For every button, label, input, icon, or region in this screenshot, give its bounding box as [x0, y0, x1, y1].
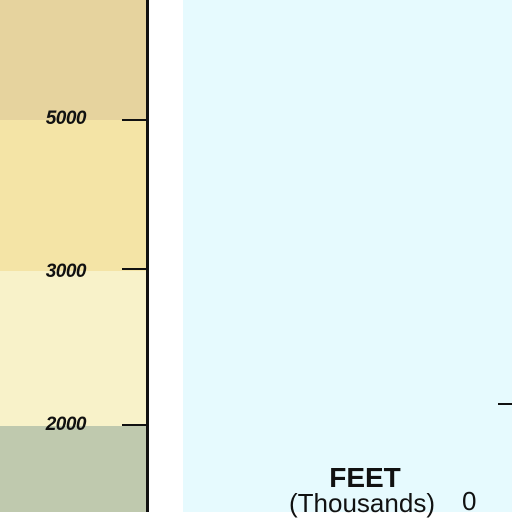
- elevation-scale-line: [146, 0, 149, 512]
- elevation-label-5000: 5000: [45, 108, 87, 129]
- elevation-band-above-5000: [0, 0, 150, 120]
- depth-scale-title: FEET: [329, 462, 401, 493]
- elevation-band-2000-3000: [0, 271, 150, 426]
- legend-gap: [149, 0, 183, 512]
- elevation-label-2000: 2000: [45, 414, 87, 435]
- depth-label-zero: 0: [462, 486, 477, 516]
- tick-3000: [122, 268, 146, 270]
- elevation-band-3000-5000: [0, 120, 150, 271]
- depth-tick: [498, 403, 512, 405]
- depth-scale-unit: (Thousands): [289, 488, 435, 518]
- tick-5000: [122, 119, 146, 121]
- elevation-band-below-2000: [0, 426, 150, 512]
- elevation-label-3000: 3000: [45, 261, 87, 282]
- depth-legend-water: [183, 0, 512, 512]
- tick-2000: [122, 424, 146, 426]
